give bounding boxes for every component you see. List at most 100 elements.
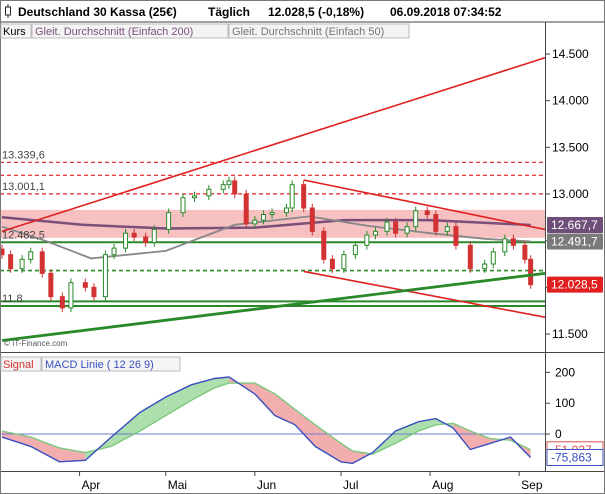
candle-body-13 bbox=[131, 232, 137, 238]
candle-body-29 bbox=[301, 184, 307, 209]
candle-body-31 bbox=[321, 230, 327, 260]
candle-body-37 bbox=[384, 221, 390, 232]
trendline-1 bbox=[303, 179, 545, 231]
legend-signal: Signal bbox=[3, 359, 34, 371]
macd-fill-4 bbox=[111, 412, 140, 447]
candle-body-40 bbox=[413, 210, 419, 228]
macd-fill-0 bbox=[2, 430, 31, 447]
candle-body-5 bbox=[48, 272, 54, 298]
candle-body-28 bbox=[289, 184, 295, 209]
candle-body-24 bbox=[252, 219, 258, 225]
candle-body-38 bbox=[393, 221, 399, 234]
macd-plot bbox=[0, 376, 545, 465]
legend-sma200-box bbox=[31, 23, 229, 39]
candle-body-35 bbox=[364, 234, 370, 246]
candle-body-50 bbox=[522, 244, 528, 260]
candle-body-23 bbox=[243, 193, 249, 225]
macd-fill-14 bbox=[341, 443, 353, 464]
candle-body-6 bbox=[59, 296, 65, 309]
time-tick-3: Jul bbox=[343, 478, 358, 492]
price-tick-3: 13.000 bbox=[552, 187, 589, 201]
instrument-name: Deutschland 30 Kassa (25€) bbox=[18, 5, 177, 19]
candle-body-32 bbox=[329, 258, 335, 270]
candle-body-45 bbox=[467, 244, 473, 270]
macd-value-box-macd bbox=[546, 448, 604, 466]
header-bar bbox=[0, 0, 605, 22]
macd-fill-5 bbox=[139, 397, 166, 431]
macd-tick-1: 100 bbox=[555, 396, 575, 410]
candle-body-1 bbox=[8, 254, 14, 270]
value-label-last: 12.028,5 bbox=[551, 278, 598, 292]
trendline-2 bbox=[303, 270, 545, 318]
legend-sma50-box bbox=[228, 23, 410, 39]
price-tick-6: 11.500 bbox=[552, 327, 588, 341]
level-label-1: 13.001,1 bbox=[2, 181, 45, 193]
candle-body-39 bbox=[404, 226, 410, 234]
candle-body-25 bbox=[260, 214, 266, 221]
candle-body-0 bbox=[0, 248, 5, 256]
candle-body-43 bbox=[444, 226, 450, 232]
macd-tick-2: 0 bbox=[555, 427, 562, 441]
candle-body-34 bbox=[352, 244, 358, 256]
candle-body-9 bbox=[91, 286, 97, 298]
signal-line bbox=[1, 382, 531, 455]
price-tick-0: 14.500 bbox=[552, 47, 589, 61]
candle-icon-body bbox=[5, 6, 11, 16]
candle-body-33 bbox=[341, 254, 347, 270]
legend-signal-box bbox=[0, 356, 42, 372]
candle-body-18 bbox=[191, 195, 197, 199]
candle-body-11 bbox=[111, 247, 117, 256]
price-tick-1: 14.000 bbox=[552, 94, 589, 108]
time-tick-0: Apr bbox=[82, 478, 101, 492]
candle-body-41 bbox=[424, 210, 430, 216]
price-plot bbox=[0, 56, 545, 342]
candle-body-7 bbox=[68, 282, 74, 309]
macd-value-macd: -75,863 bbox=[551, 450, 592, 464]
legend-macd-box bbox=[41, 356, 181, 372]
time-tick-4: Aug bbox=[432, 478, 453, 492]
macd-fill-10 bbox=[254, 383, 275, 416]
candle-body-51 bbox=[528, 258, 534, 286]
candle-body-17 bbox=[180, 197, 186, 214]
candle-body-27 bbox=[283, 207, 289, 214]
macd-fill-8 bbox=[214, 376, 229, 388]
level-label-0: 13.339,6 bbox=[2, 149, 45, 161]
price-tick-2: 13.500 bbox=[552, 140, 589, 154]
trendline-3 bbox=[1, 271, 545, 342]
candle-body-36 bbox=[372, 230, 378, 236]
macd-fill-17 bbox=[395, 421, 419, 444]
time-tick-1: Mai bbox=[168, 478, 187, 492]
legend-sma50: Gleit. Durchschnitt (Einfach 50) bbox=[232, 26, 384, 38]
candle-body-44 bbox=[453, 226, 459, 246]
level-label-2: 12.482,5 bbox=[2, 229, 45, 241]
candle-body-16 bbox=[166, 212, 172, 230]
macd-tick-0: 200 bbox=[555, 365, 575, 379]
legend-sma200: Gleit. Durchschnitt (Einfach 200) bbox=[35, 26, 193, 38]
candle-body-19 bbox=[206, 188, 212, 197]
value-box-last bbox=[547, 276, 603, 293]
legend-price-box bbox=[0, 23, 32, 39]
macd-fill-6 bbox=[165, 384, 192, 416]
candle-body-14 bbox=[143, 236, 149, 244]
value-box-sma200 bbox=[547, 217, 603, 234]
last-price-change: 12.028,5 (-0,18%) bbox=[268, 5, 364, 19]
legend-price: Kurs bbox=[3, 26, 26, 38]
candle-body-48 bbox=[502, 238, 508, 253]
candle-body-42 bbox=[433, 214, 439, 232]
candle-body-10 bbox=[102, 254, 108, 298]
candle-body-8 bbox=[82, 282, 88, 288]
candle-body-2 bbox=[19, 258, 25, 270]
candle-body-3 bbox=[28, 251, 34, 260]
candle-body-47 bbox=[490, 251, 496, 265]
macd-fill-1 bbox=[30, 437, 60, 462]
time-tick-5: Sep bbox=[521, 478, 543, 492]
macd-fill-18 bbox=[418, 418, 436, 431]
level-label-3: 11.8 bbox=[2, 293, 23, 305]
value-box-sma50 bbox=[547, 233, 603, 250]
candle-body-4 bbox=[39, 251, 45, 274]
candle-body-46 bbox=[482, 263, 488, 270]
macd-line bbox=[1, 376, 532, 465]
candle-body-12 bbox=[123, 232, 129, 249]
candle-body-49 bbox=[510, 238, 516, 246]
